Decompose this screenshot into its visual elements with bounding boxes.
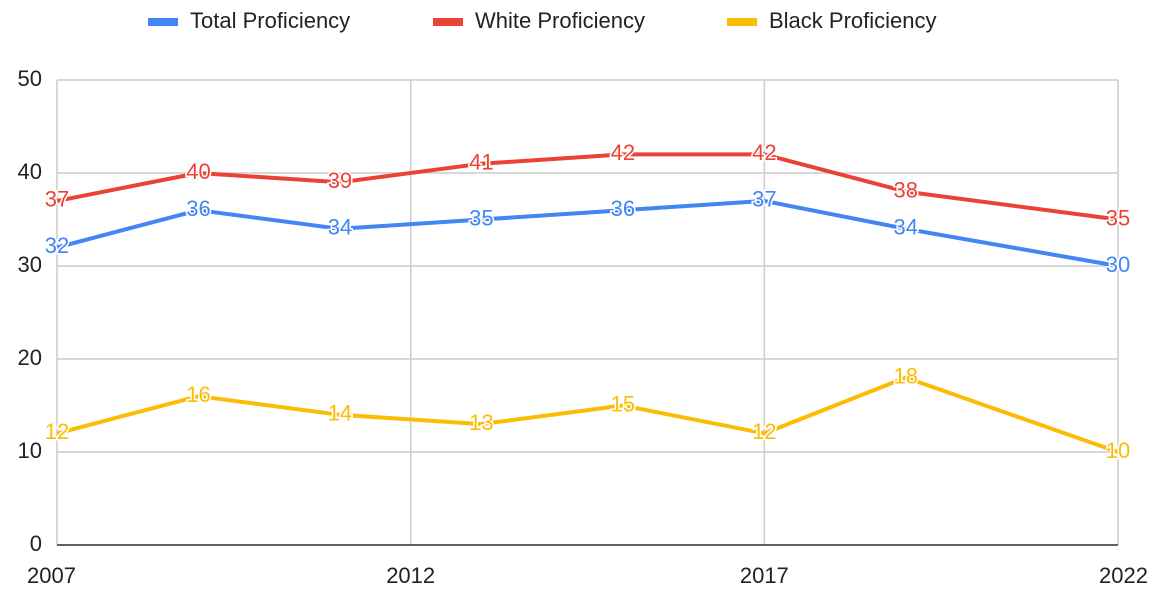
y-tick-label: 0 bbox=[30, 531, 42, 556]
data-label: 16 bbox=[186, 382, 210, 407]
data-label: 13 bbox=[469, 410, 493, 435]
legend-label: Black Proficiency bbox=[769, 8, 937, 33]
x-tick-label: 2017 bbox=[740, 563, 789, 588]
y-tick-label: 20 bbox=[18, 345, 42, 370]
series-line bbox=[56, 198, 1119, 268]
data-label: 42 bbox=[752, 140, 776, 165]
data-label: 41 bbox=[469, 150, 493, 175]
data-label: 30 bbox=[1106, 252, 1130, 277]
data-label: 38 bbox=[894, 177, 918, 202]
data-label: 34 bbox=[328, 215, 352, 240]
data-label: 42 bbox=[611, 140, 635, 165]
data-label: 35 bbox=[1106, 205, 1130, 230]
data-label: 36 bbox=[186, 196, 210, 221]
legend-swatch bbox=[727, 18, 757, 26]
legend-label: White Proficiency bbox=[475, 8, 645, 33]
data-label: 12 bbox=[752, 419, 776, 444]
legend-label: Total Proficiency bbox=[190, 8, 350, 33]
data-label: 14 bbox=[328, 401, 352, 426]
y-tick-label: 10 bbox=[18, 438, 42, 463]
data-label: 18 bbox=[894, 363, 918, 388]
x-tick-label: 2012 bbox=[386, 563, 435, 588]
data-label: 35 bbox=[469, 205, 493, 230]
series-line bbox=[56, 375, 1119, 454]
y-tick-label: 40 bbox=[18, 159, 42, 184]
x-tick-label: 2007 bbox=[27, 563, 76, 588]
legend-swatch bbox=[433, 18, 463, 26]
x-tick-label: 2022 bbox=[1099, 563, 1148, 588]
data-label: 40 bbox=[186, 159, 210, 184]
data-label: 34 bbox=[894, 215, 918, 240]
data-label: 37 bbox=[752, 187, 776, 212]
series-line bbox=[56, 152, 1119, 222]
data-label: 36 bbox=[611, 196, 635, 221]
data-label: 37 bbox=[45, 187, 69, 212]
data-label: 32 bbox=[45, 233, 69, 258]
legend-swatch bbox=[148, 18, 178, 26]
y-tick-label: 30 bbox=[18, 252, 42, 277]
data-label: 12 bbox=[45, 419, 69, 444]
data-label: 10 bbox=[1106, 438, 1130, 463]
data-label: 15 bbox=[611, 391, 635, 416]
y-tick-label: 50 bbox=[18, 66, 42, 91]
data-label: 39 bbox=[328, 168, 352, 193]
